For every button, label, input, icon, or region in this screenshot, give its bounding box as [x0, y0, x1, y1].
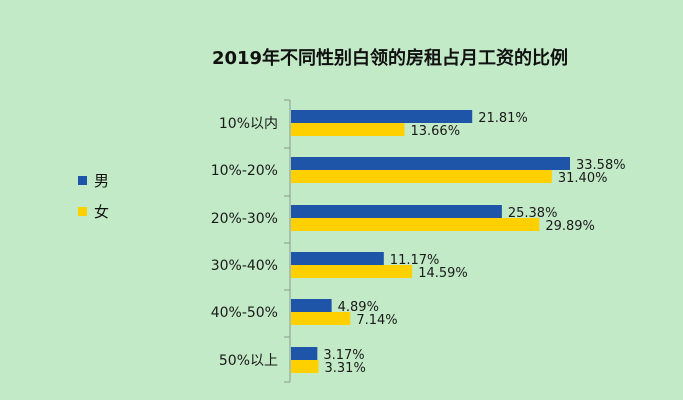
bar-female — [291, 170, 552, 183]
category-label: 40%-50% — [211, 305, 278, 321]
legend-label: 男 — [94, 172, 109, 190]
bar-male — [291, 252, 384, 265]
bar-male — [291, 110, 473, 123]
chart-title: 2019年不同性别白领的房租占月工资的比例 — [212, 47, 568, 69]
bar-female — [291, 312, 351, 325]
legend-swatch — [78, 207, 87, 216]
data-label: 3.17% — [323, 348, 364, 363]
bar-male — [291, 347, 318, 360]
category-label: 50%以上 — [219, 353, 278, 369]
category-label: 10%-20% — [211, 163, 278, 179]
category-label: 30%-40% — [211, 258, 278, 274]
bar-female — [291, 360, 319, 373]
data-label: 21.81% — [478, 111, 528, 126]
bar-female — [291, 218, 540, 231]
legend-swatch — [78, 176, 87, 185]
data-label: 14.59% — [418, 266, 468, 281]
data-label: 33.58% — [576, 158, 626, 173]
bar-female — [291, 123, 405, 136]
bar-male — [291, 299, 332, 312]
plot-area: 10%以内 21.81% 13.66% 10%-20% 33.58%31.40% 20%-… — [211, 99, 626, 383]
bar-male — [291, 157, 570, 170]
category-label: 20%-30% — [211, 211, 278, 227]
legend-label: 女 — [94, 203, 109, 221]
category-label: 10%以内 — [219, 116, 278, 132]
data-label: 3.31% — [325, 361, 366, 376]
data-label: 25.38% — [508, 206, 558, 221]
data-label: 11.17% — [390, 253, 440, 268]
bar-male — [291, 205, 502, 218]
legend: 男女 — [78, 172, 109, 221]
data-label: 7.14% — [356, 313, 397, 328]
data-label: 4.89% — [338, 300, 379, 315]
bar-female — [291, 265, 413, 278]
data-label: 31.40% — [558, 171, 608, 186]
data-label: 29.89% — [545, 219, 595, 234]
data-label: 13.66% — [410, 124, 460, 139]
